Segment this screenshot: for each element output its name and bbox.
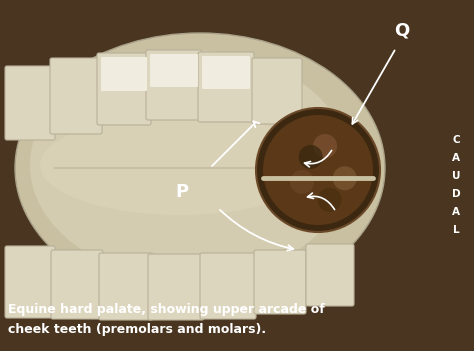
Circle shape [256,108,380,232]
Text: Equine hard palate, showing upper arcade of: Equine hard palate, showing upper arcade… [8,304,325,317]
Circle shape [333,166,357,190]
Text: D: D [452,189,460,199]
Circle shape [263,115,373,225]
Text: P: P [175,183,189,201]
Ellipse shape [30,50,350,280]
FancyBboxPatch shape [254,250,306,314]
FancyBboxPatch shape [50,58,102,134]
FancyBboxPatch shape [99,253,153,320]
FancyBboxPatch shape [198,52,254,122]
FancyBboxPatch shape [97,53,151,125]
FancyBboxPatch shape [101,57,147,91]
FancyBboxPatch shape [146,50,202,120]
FancyBboxPatch shape [148,254,204,320]
Text: U: U [452,171,460,181]
Circle shape [299,145,323,169]
Text: C: C [452,135,460,145]
Text: A: A [452,207,460,217]
Ellipse shape [40,115,320,215]
Ellipse shape [15,33,385,303]
FancyBboxPatch shape [202,56,250,89]
FancyBboxPatch shape [306,244,354,306]
Circle shape [290,170,314,194]
Text: L: L [453,225,459,235]
FancyBboxPatch shape [5,66,55,140]
FancyBboxPatch shape [200,253,256,319]
FancyBboxPatch shape [51,250,103,319]
FancyBboxPatch shape [5,246,55,318]
Text: A: A [452,153,460,163]
Text: cheek teeth (premolars and molars).: cheek teeth (premolars and molars). [8,324,266,337]
Circle shape [278,137,302,161]
FancyBboxPatch shape [252,58,302,124]
Text: Q: Q [394,21,410,39]
FancyBboxPatch shape [150,54,198,87]
Circle shape [318,188,342,212]
Circle shape [313,134,337,158]
